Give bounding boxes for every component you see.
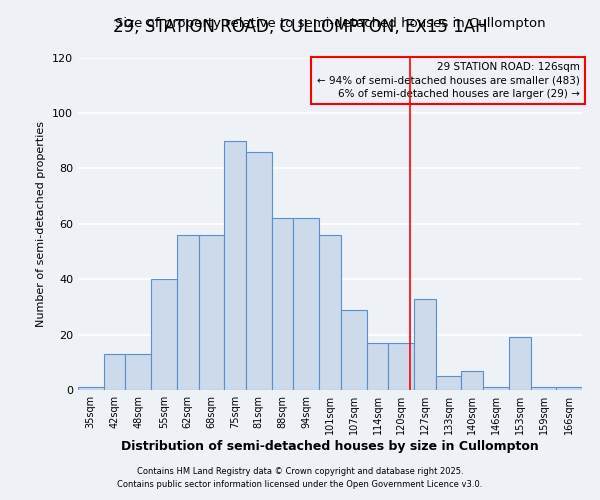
Bar — [436, 376, 461, 390]
Y-axis label: Number of semi-detached properties: Number of semi-detached properties — [37, 120, 46, 327]
Bar — [272, 218, 293, 390]
Bar — [319, 235, 341, 390]
Bar — [104, 354, 125, 390]
Bar — [531, 387, 556, 390]
Bar — [341, 310, 367, 390]
X-axis label: Distribution of semi-detached houses by size in Cullompton: Distribution of semi-detached houses by … — [121, 440, 539, 453]
Bar — [293, 218, 319, 390]
Bar — [199, 235, 224, 390]
Title: Size of property relative to semi-detached houses in Cullompton: Size of property relative to semi-detach… — [115, 17, 545, 30]
Bar — [388, 343, 414, 390]
Text: Contains HM Land Registry data © Crown copyright and database right 2025.
Contai: Contains HM Land Registry data © Crown c… — [118, 468, 482, 489]
Bar — [367, 343, 388, 390]
Text: 29, STATION ROAD, CULLOMPTON, EX15 1AH: 29, STATION ROAD, CULLOMPTON, EX15 1AH — [113, 18, 487, 36]
Bar — [414, 298, 436, 390]
Bar — [461, 370, 484, 390]
Bar — [176, 235, 199, 390]
Bar — [125, 354, 151, 390]
Text: 29 STATION ROAD: 126sqm
← 94% of semi-detached houses are smaller (483)
6% of se: 29 STATION ROAD: 126sqm ← 94% of semi-de… — [317, 62, 580, 99]
Bar — [246, 152, 272, 390]
Bar — [556, 387, 582, 390]
Bar — [509, 338, 531, 390]
Bar — [484, 387, 509, 390]
Bar — [151, 279, 176, 390]
Bar — [224, 140, 246, 390]
Bar — [78, 387, 104, 390]
